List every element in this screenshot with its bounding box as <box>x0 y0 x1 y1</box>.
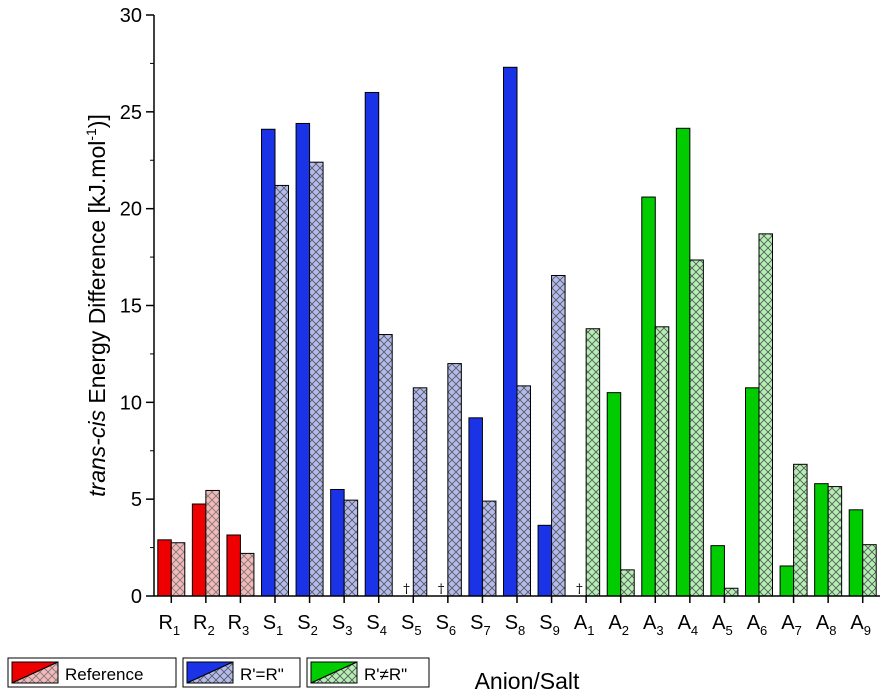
y-tick-label-30: 30 <box>120 5 142 27</box>
x-tick-label-S1: S1 <box>263 612 284 638</box>
bar-hatched-S1 <box>274 184 289 597</box>
x-tick-label-A6: A6 <box>747 612 768 638</box>
legend-swatch-hatched <box>186 661 234 684</box>
bar-solid-S1 <box>261 128 276 597</box>
x-tick-label-R3: R3 <box>228 612 250 638</box>
x-tick-label-R1: R1 <box>158 612 180 638</box>
x-tick-label-S2: S2 <box>297 612 318 638</box>
bar-solid-A6 <box>745 387 760 597</box>
x-tick-label-S6: S6 <box>436 612 457 638</box>
bar-hatched-R1 <box>170 542 186 597</box>
x-tick-label-A7: A7 <box>781 612 802 638</box>
bar-solid-R2 <box>191 503 207 597</box>
bar-hatched-S2 <box>309 161 324 597</box>
bar-hatched-S5 <box>412 387 428 597</box>
bar-hatched-A9 <box>862 544 877 597</box>
legend-item-0: Reference <box>7 657 177 688</box>
bar-hatched-R3 <box>239 552 255 597</box>
x-tick-label-S7: S7 <box>470 612 491 638</box>
y-axis-title: trans-cis Energy Difference [kJ.mol-1)] <box>83 114 110 497</box>
bar-solid-A9 <box>848 509 864 597</box>
x-tick-label-A5: A5 <box>712 612 733 638</box>
bar-hatched-A4 <box>689 259 704 597</box>
y-tick-label-15: 15 <box>120 296 142 318</box>
bar-hatched-A2 <box>620 569 635 597</box>
legend-box <box>7 657 177 688</box>
missing-marker-S5: † <box>403 582 410 597</box>
bar-hatched-S4 <box>378 334 393 597</box>
legend-label: R'=R" <box>240 665 284 684</box>
y-tick-label-25: 25 <box>120 102 142 124</box>
x-tick-label-S3: S3 <box>332 612 353 638</box>
x-tick-label-A2: A2 <box>608 612 629 638</box>
legend-box <box>306 657 430 688</box>
bar-solid-S7 <box>468 417 483 597</box>
bar-hatched-S8 <box>516 385 531 597</box>
x-tick-label-A8: A8 <box>816 612 837 638</box>
x-tick-label-A4: A4 <box>678 612 699 638</box>
bar-hatched-A7 <box>793 463 808 597</box>
x-tick-label-A9: A9 <box>850 612 871 638</box>
bar-hatched-A6 <box>758 233 773 597</box>
y-tick-label-5: 5 <box>131 489 142 511</box>
bar-solid-A5 <box>710 545 725 597</box>
bar-hatched-A5 <box>723 587 739 597</box>
bar-solid-A4 <box>675 127 691 597</box>
x-tick-label-A3: A3 <box>643 612 664 638</box>
bar-solid-S4 <box>364 91 380 597</box>
x-tick-label-S8: S8 <box>505 612 526 638</box>
bar-hatched-R2 <box>205 489 220 597</box>
bar-hatched-A1 <box>585 328 601 597</box>
x-tick-label-A1: A1 <box>574 612 595 638</box>
y-tick-label-0: 0 <box>131 586 142 608</box>
legend-label: R'≠R" <box>364 665 407 684</box>
legend-swatch-hatched <box>11 661 59 684</box>
missing-marker-A1: † <box>576 582 583 597</box>
legend-item-1: R'=R" <box>182 657 301 688</box>
bar-hatched-S3 <box>343 499 359 597</box>
bar-solid-S8 <box>503 66 518 597</box>
x-tick-label-S4: S4 <box>366 612 387 638</box>
bar-hatched-S7 <box>481 500 497 597</box>
bar-hatched-A8 <box>827 486 843 597</box>
bar-hatched-S6 <box>447 363 462 597</box>
bar-hatched-A3 <box>654 326 670 597</box>
bar-solid-S9 <box>537 524 553 597</box>
bar-solid-A3 <box>641 196 656 597</box>
legend-item-2: R'≠R" <box>306 657 430 688</box>
bar-solid-A8 <box>814 483 829 597</box>
bar-solid-A7 <box>779 565 795 597</box>
bar-hatched-S9 <box>551 274 566 597</box>
x-tick-label-S9: S9 <box>539 612 560 638</box>
bar-solid-A2 <box>606 392 622 597</box>
legend-label: Reference <box>65 665 143 684</box>
bar-solid-S2 <box>295 122 311 597</box>
x-axis-title: Anion/Salt <box>475 668 580 694</box>
bar-solid-R1 <box>157 539 172 597</box>
legend-swatch-hatched <box>310 661 358 684</box>
bar-solid-R3 <box>226 534 241 597</box>
y-tick-label-20: 20 <box>120 199 142 221</box>
missing-marker-S6: † <box>438 582 445 597</box>
y-tick-label-10: 10 <box>120 392 142 414</box>
x-tick-label-S5: S5 <box>401 612 422 638</box>
legend-box <box>182 657 301 688</box>
x-tick-label-R2: R2 <box>193 612 215 638</box>
bar-solid-S3 <box>330 488 345 597</box>
